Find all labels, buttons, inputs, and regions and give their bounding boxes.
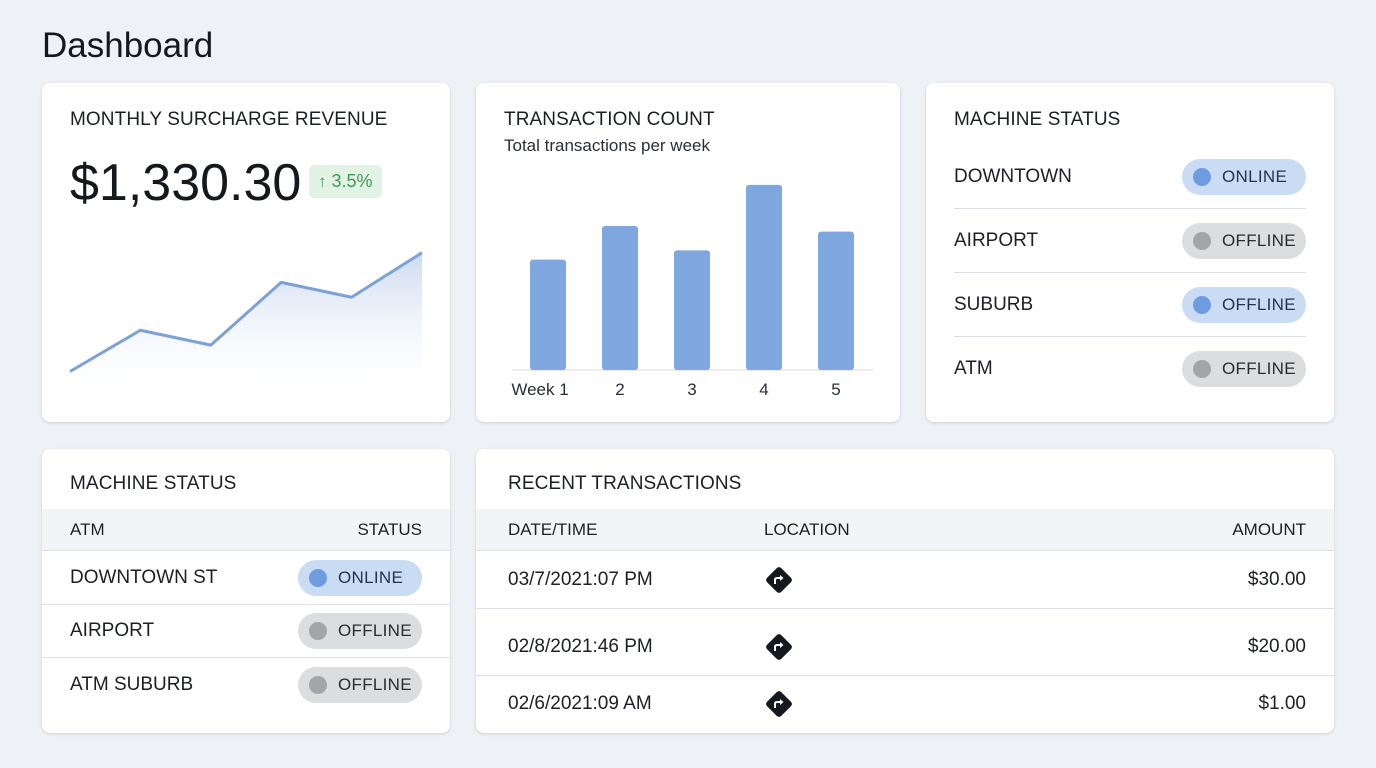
status-label: ONLINE xyxy=(1222,166,1288,186)
transaction-count-card: TRANSACTION COUNT Total transactions per… xyxy=(476,83,900,422)
status-dot-icon xyxy=(309,622,327,640)
directions-icon[interactable] xyxy=(764,565,794,595)
column-header-status[interactable]: STATUS xyxy=(357,520,422,539)
table-row[interactable]: 03/7/2021:07 PM $30.00 xyxy=(476,552,1334,609)
x-tick-label: 5 xyxy=(831,380,840,399)
status-toggle[interactable]: ONLINE xyxy=(298,560,422,596)
status-dot-icon xyxy=(1193,167,1211,186)
arrow-up-icon: ↑ xyxy=(318,172,327,191)
table-row[interactable]: 02/8/2021:46 PM $20.00 xyxy=(476,609,1334,676)
status-row-atm: ATM OFFLINE xyxy=(954,337,1306,401)
trend-value: 3.5% xyxy=(331,171,373,191)
x-tick-label: Week 1 xyxy=(511,380,568,399)
status-dot-icon xyxy=(309,569,327,587)
machine-status-title: MACHINE STATUS xyxy=(954,109,1121,130)
revenue-value: $1,330.30 xyxy=(70,154,302,212)
status-label: OFFLINE xyxy=(1222,230,1296,250)
machine-status-table-card: MACHINE STATUS ATM STATUS DOWNTOWN ST ON… xyxy=(42,449,450,733)
x-tick-label: 4 xyxy=(759,380,768,399)
status-toggle[interactable]: OFFLINE xyxy=(1182,286,1306,323)
revenue-area-fill xyxy=(70,252,422,388)
transaction-count-title: TRANSACTION COUNT xyxy=(504,109,715,130)
transaction-date: 02/8/2021:46 PM xyxy=(508,636,653,657)
status-row-suburb: SUBURB OFFLINE xyxy=(954,273,1306,337)
table-header: ATM STATUS xyxy=(42,509,450,551)
status-label: ONLINE xyxy=(338,568,404,587)
bar-1[interactable] xyxy=(530,259,566,370)
revenue-area-chart xyxy=(69,251,423,388)
x-tick-label: 3 xyxy=(687,380,696,399)
status-row-airport: AIRPORT OFFLINE xyxy=(954,209,1306,273)
status-label: OFFLINE xyxy=(1222,359,1296,378)
bar-2[interactable] xyxy=(602,226,638,370)
table-row[interactable]: AIRPORT OFFLINE xyxy=(42,605,450,658)
machine-name: SUBURB xyxy=(954,293,1034,315)
transaction-bar-chart: Week 1 2 3 4 5 xyxy=(511,184,873,399)
machine-name: ATM SUBURB xyxy=(70,673,194,695)
transaction-amount: $1.00 xyxy=(1258,693,1306,714)
transaction-amount: $20.00 xyxy=(1247,636,1306,657)
status-toggle[interactable]: OFFLINE xyxy=(1182,351,1306,387)
transaction-date: 02/6/2021:09 AM xyxy=(508,693,652,714)
status-row-downtown: DOWNTOWN ONLINE xyxy=(954,145,1306,209)
bar-5[interactable] xyxy=(818,231,854,370)
status-toggle[interactable]: ONLINE xyxy=(1182,158,1306,195)
directions-icon[interactable] xyxy=(764,689,794,719)
revenue-card: MONTHLY SURCHARGE REVENUE $1,330.30 ↑ 3.… xyxy=(42,83,450,422)
revenue-line xyxy=(69,251,423,373)
column-header-date[interactable]: DATE/TIME xyxy=(508,520,598,539)
status-toggle[interactable]: OFFLINE xyxy=(298,613,422,649)
status-toggle[interactable]: OFFLINE xyxy=(298,666,422,703)
status-dot-icon xyxy=(1193,231,1211,250)
column-header-atm[interactable]: ATM xyxy=(70,520,105,539)
machine-status-card: MACHINE STATUS DOWNTOWN ONLINE AIRPORT O… xyxy=(926,83,1334,422)
bar-4[interactable] xyxy=(746,184,782,370)
transaction-amount: $30.00 xyxy=(1247,569,1306,590)
machine-name: ATM xyxy=(954,358,993,379)
status-toggle[interactable]: OFFLINE xyxy=(1182,222,1306,259)
machine-name: DOWNTOWN ST xyxy=(70,567,218,588)
column-header-amount[interactable]: AMOUNT xyxy=(1232,520,1306,539)
status-dot-icon xyxy=(1193,360,1211,378)
page-title: Dashboard xyxy=(42,26,214,65)
recent-transactions-card: RECENT TRANSACTIONS DATE/TIME LOCATION A… xyxy=(476,449,1334,733)
x-tick-label: 2 xyxy=(615,380,624,399)
directions-icon[interactable] xyxy=(764,632,794,662)
status-label: OFFLINE xyxy=(338,674,412,694)
recent-transactions-title: RECENT TRANSACTIONS xyxy=(508,473,742,494)
trend-badge: ↑ 3.5% xyxy=(309,165,382,198)
transaction-date: 03/7/2021:07 PM xyxy=(508,569,653,590)
bar-3[interactable] xyxy=(674,250,710,370)
status-dot-icon xyxy=(1193,295,1211,314)
status-dot-icon xyxy=(309,675,327,694)
machine-name: AIRPORT xyxy=(70,620,155,641)
table-row[interactable]: DOWNTOWN ST ONLINE xyxy=(42,552,450,605)
machine-name: DOWNTOWN xyxy=(954,165,1072,187)
table-header: DATE/TIME LOCATION AMOUNT xyxy=(476,509,1334,551)
transaction-count-subtitle: Total transactions per week xyxy=(504,136,710,155)
machine-status-table-title: MACHINE STATUS xyxy=(70,473,237,494)
machine-name: AIRPORT xyxy=(954,229,1039,251)
table-row[interactable]: 02/6/2021:09 AM $1.00 xyxy=(476,676,1334,733)
revenue-title: MONTHLY SURCHARGE REVENUE xyxy=(70,109,388,130)
table-row[interactable]: ATM SUBURB OFFLINE xyxy=(42,658,450,711)
status-label: OFFLINE xyxy=(1222,294,1296,314)
status-label: OFFLINE xyxy=(338,621,412,640)
column-header-location[interactable]: LOCATION xyxy=(764,520,850,539)
